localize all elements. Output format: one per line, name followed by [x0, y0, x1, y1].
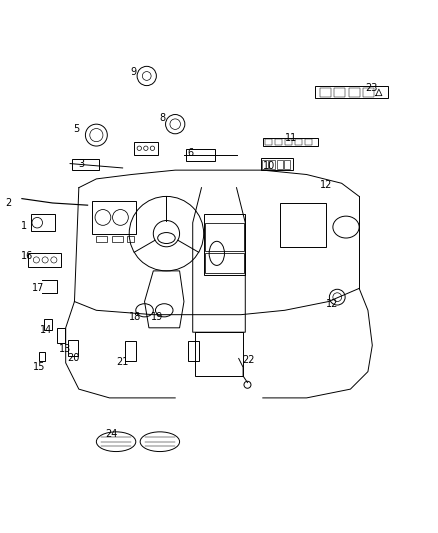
Bar [31, 214, 55, 231]
Bar [188, 341, 199, 361]
Bar [186, 149, 215, 160]
Bar [280, 203, 326, 247]
Bar [57, 328, 65, 343]
Text: 20: 20 [67, 353, 80, 362]
Text: 1: 1 [21, 221, 27, 231]
Text: 10: 10 [263, 161, 276, 171]
Bar [363, 88, 374, 96]
Bar [277, 160, 283, 169]
Text: 17: 17 [32, 282, 45, 293]
Bar [92, 201, 136, 233]
Bar [315, 86, 388, 98]
Text: 12: 12 [320, 181, 332, 190]
Text: 16: 16 [21, 252, 33, 261]
Text: 9: 9 [131, 67, 137, 77]
Text: 19: 19 [151, 312, 163, 322]
Text: 15: 15 [33, 362, 46, 372]
Bar [205, 253, 244, 273]
Bar [96, 236, 107, 243]
Text: 21: 21 [117, 357, 129, 367]
Bar [262, 160, 268, 169]
Bar [320, 88, 331, 96]
Text: 12: 12 [326, 298, 338, 309]
Text: 23: 23 [365, 83, 378, 93]
Bar [305, 140, 312, 145]
Bar [205, 223, 244, 251]
Bar [204, 214, 245, 275]
Bar [195, 332, 243, 376]
Text: 8: 8 [159, 114, 165, 124]
Text: 3: 3 [78, 159, 84, 168]
Bar [68, 340, 78, 356]
Bar [134, 142, 158, 155]
Text: 5: 5 [74, 124, 80, 134]
Text: 18: 18 [129, 312, 141, 322]
Bar [285, 140, 292, 145]
Bar [334, 88, 345, 96]
Text: 22: 22 [243, 355, 255, 365]
Bar [127, 236, 134, 243]
Bar [44, 319, 52, 330]
Bar [261, 158, 293, 170]
Text: 6: 6 [187, 148, 194, 158]
Text: 14: 14 [40, 325, 52, 335]
Bar [349, 88, 360, 96]
Text: 11: 11 [285, 133, 297, 143]
Bar [112, 236, 123, 243]
Bar [39, 352, 45, 361]
Bar [295, 140, 302, 145]
Bar [284, 160, 290, 169]
Bar [269, 160, 275, 169]
Text: 13: 13 [59, 344, 71, 354]
Bar [28, 253, 61, 266]
Text: 24: 24 [106, 429, 118, 439]
Bar [275, 140, 282, 145]
Bar [265, 140, 272, 145]
Bar [263, 138, 318, 146]
Bar [72, 159, 99, 170]
Bar [125, 341, 136, 361]
Text: 2: 2 [5, 198, 11, 208]
